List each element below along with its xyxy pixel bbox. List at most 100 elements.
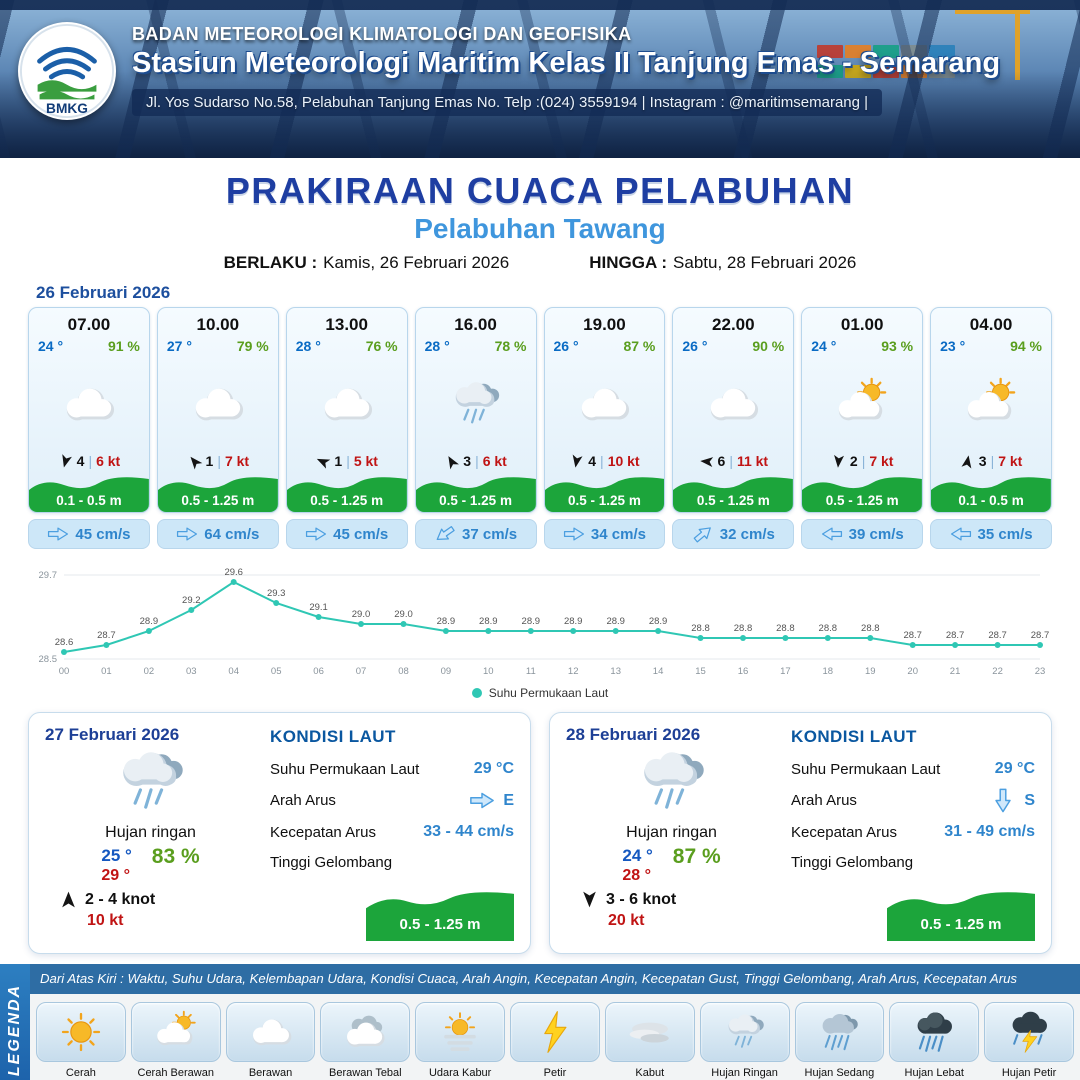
wind-speed-max: 5 kt (353, 453, 378, 469)
svg-text:29.0: 29.0 (394, 609, 413, 620)
legend-dot-icon (471, 688, 482, 698)
svg-text:28.9: 28.9 (437, 616, 456, 627)
wave-height-band: 0.1 - 0.5 m (931, 474, 1051, 512)
wave-height-value: 0.5 - 1.25 m (568, 493, 641, 508)
title-section: PRAKIRAAN CUACA PELABUHAN Pelabuhan Tawa… (0, 158, 1080, 273)
legend-note: Dari Atas Kiri : Waktu, Suhu Udara, Kele… (30, 964, 1080, 994)
humidity: 91 % (107, 338, 140, 354)
wind-row: 3 | 6 kt (416, 453, 536, 474)
agency-name: BADAN METEOROLOGI KLIMATOLOGI DAN GEOFIS… (132, 24, 632, 44)
legend-item: Cerah (36, 1002, 126, 1080)
wave-height-value: 0.5 - 1.25 m (696, 493, 770, 508)
svg-text:28.9: 28.9 (522, 616, 541, 627)
air-temperature: 26 ° (553, 338, 579, 354)
air-temperature: 23 ° (940, 338, 966, 354)
header: BMKG BADAN METEOROLOGI KLIMATOLOGI DAN G… (0, 0, 1080, 158)
wave-height-band: 0.5 - 1.25 m (366, 889, 514, 941)
wave-height-label: Tinggi Gelombang (791, 854, 914, 871)
legend-item-icon (889, 1002, 980, 1062)
weather-condition-icon (158, 354, 278, 453)
wind-row: 6 | 11 kt (673, 453, 793, 474)
station-name: Stasiun Meteorologi Maritim Kelas II Tan… (132, 47, 1001, 79)
current-speed: 34 cm/s (590, 525, 646, 543)
weather-condition-icon (29, 354, 149, 453)
svg-text:28.8: 28.8 (819, 623, 838, 634)
current-speed: 64 cm/s (204, 525, 260, 543)
hourly-card: 19.00 26 ° 87 % 4 | 10 kt 0.5 - 1.25 m (543, 307, 666, 513)
svg-text:14: 14 (653, 666, 664, 677)
svg-text:01: 01 (101, 666, 112, 677)
daily-humidity: 87 % (672, 845, 721, 868)
legend-item-icon (984, 1002, 1074, 1062)
daily-date: 28 Februari 2026 (566, 725, 701, 744)
sea-condition-heading: KONDISI LAUT (791, 727, 917, 746)
station-address: Jl. Yos Sudarso No.58, Pelabuhan Tanjung… (132, 89, 883, 116)
current-speed: 32 cm/s (719, 525, 775, 543)
wave-height-value: 0.1 - 0.5 m (56, 493, 122, 508)
current-strip: 32 cm/s (672, 519, 795, 549)
humidity: 87 % (623, 338, 656, 354)
svg-text:28.5: 28.5 (39, 654, 58, 665)
hourly-column: 19.00 26 ° 87 % 4 | 10 kt 0.5 - 1.25 m (543, 307, 666, 549)
humidity: 90 % (752, 338, 785, 354)
air-temperature: 27 ° (166, 338, 192, 354)
svg-text:06: 06 (313, 666, 324, 677)
legend-item: Hujan Ringan (699, 1002, 790, 1080)
weather-condition-icon (416, 354, 536, 453)
legend-item-icon (225, 1002, 316, 1062)
legend-item: Petir (510, 1002, 600, 1080)
daily-wind-row: 2 - 4 knot (59, 890, 256, 909)
legend-item-label: Udara Kabur (428, 1067, 492, 1079)
wave-height-value: 0.5 - 1.25 m (399, 916, 481, 933)
sst-chart-section: 28.6 00 28.7 01 28.9 02 29.2 03 29.6 04 29.3 05 29.1… (28, 555, 1052, 700)
legend-item-label: Hujan Lebat (904, 1067, 964, 1079)
wind-row: 4 | 10 kt (545, 453, 665, 474)
svg-text:08: 08 (398, 666, 409, 677)
validity-row: BERLAKU : Kamis, 26 Februari 2026 HINGGA … (0, 253, 1080, 273)
daily-weather-panel: 27 Februari 2026 Hujan ringan 25 ° 29 ° … (45, 725, 256, 941)
wave-height-band: 0.5 - 1.25 m (673, 474, 794, 512)
current-direction-icon (431, 521, 458, 547)
wave-height-value: 0.1 - 0.5 m (958, 493, 1024, 508)
page-title: PRAKIRAAN CUACA PELABUHAN (225, 170, 855, 211)
hourly-column: 10.00 27 ° 79 % 1 | 7 kt 0.5 - 1.25 m (156, 307, 279, 549)
svg-text:28.9: 28.9 (564, 616, 583, 627)
wind-speed-min: 3 (463, 453, 472, 469)
daily-temps: 24 ° 28 ° 87 % (566, 845, 777, 886)
wind-direction-icon (580, 890, 599, 909)
hourly-card: 22.00 26 ° 90 % 6 | 11 kt 0.5 - 1.25 m (672, 307, 795, 513)
legend-item-icon (320, 1002, 411, 1062)
wave-height-value: 0.5 - 1.25 m (310, 493, 384, 508)
wind-row: 1 | 5 kt (287, 453, 407, 474)
svg-text:28.9: 28.9 (649, 616, 668, 627)
svg-text:29.2: 29.2 (182, 595, 201, 606)
daily-weather-icon (566, 745, 777, 824)
daily-card: 28 Februari 2026 Hujan ringan 24 ° 28 ° … (549, 712, 1052, 954)
legend-item: Cerah Berawan (130, 1002, 221, 1080)
hourly-card: 04.00 23 ° 94 % 3 | 7 kt 0.1 - 0.5 m (930, 307, 1052, 513)
air-temperature: 28 ° (295, 338, 321, 354)
humidity: 79 % (236, 338, 269, 354)
air-temperature: 26 ° (682, 338, 708, 354)
current-speed-value: 33 - 44 cm/s (423, 823, 514, 840)
current-strip: 34 cm/s (543, 519, 666, 549)
legend-side-bar: LEGENDA (0, 964, 30, 1080)
wind-speed-min: 3 (978, 453, 987, 469)
svg-text:20: 20 (907, 666, 918, 677)
svg-text:28.9: 28.9 (140, 616, 159, 627)
weather-condition-icon (545, 354, 665, 453)
wave-height-value: 0.5 - 1.25 m (181, 493, 255, 508)
humidity: 93 % (881, 338, 914, 354)
humidity: 94 % (1010, 338, 1042, 354)
current-speed: 45 cm/s (333, 525, 389, 543)
forecast-time: 13.00 (325, 315, 368, 334)
legend-item: Hujan Petir (984, 1002, 1074, 1080)
svg-text:29.7: 29.7 (39, 570, 58, 581)
wind-speed-min: 6 (717, 453, 726, 469)
svg-text:29.0: 29.0 (352, 609, 371, 620)
wind-direction-icon (959, 452, 976, 469)
svg-text:28.7: 28.7 (946, 630, 965, 641)
legend-item-icon (604, 1002, 695, 1062)
current-direction-icon (47, 526, 69, 542)
wind-separator: | (990, 453, 995, 469)
